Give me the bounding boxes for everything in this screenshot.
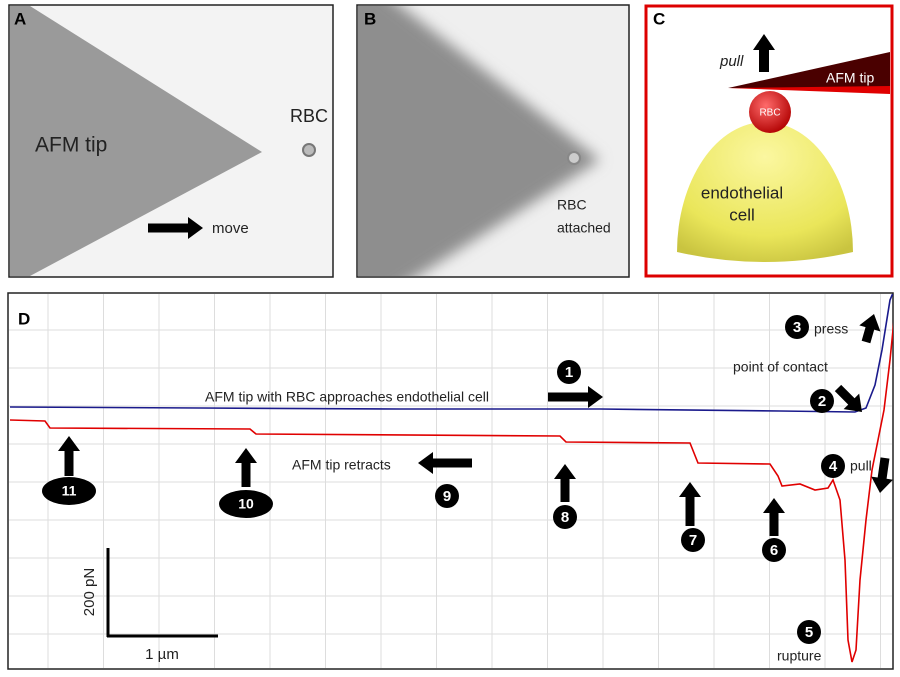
retracts-label: AFM tip retracts	[292, 457, 391, 473]
panel-d: D AFM tip with RBC approaches endothelia…	[8, 293, 898, 669]
press-label: press	[814, 321, 848, 337]
approach-label: AFM tip with RBC approaches endothelial …	[205, 389, 489, 405]
step-number: 6	[770, 542, 778, 559]
force-scale-label: 200 pN	[81, 568, 98, 616]
panel-label: A	[14, 9, 26, 28]
tip-label: AFM tip	[826, 70, 874, 86]
rbc-image	[568, 152, 580, 164]
pull-label: pull	[850, 458, 872, 474]
rbc-label: RBC	[557, 197, 587, 213]
rbc-label: RBC	[290, 106, 328, 126]
rupture-label: rupture	[777, 648, 822, 664]
step-number: 11	[62, 483, 77, 499]
step-number: 7	[689, 532, 697, 549]
step-number: 4	[829, 458, 838, 475]
move-label: move	[212, 220, 249, 237]
contact-label: point of contact	[733, 359, 828, 375]
pull-label: pull	[719, 53, 744, 70]
rbc-label: RBC	[759, 108, 780, 119]
distance-scale-label: 1 µm	[145, 646, 179, 663]
figure: A AFM tip RBC move B RBC attached C pull…	[0, 0, 900, 672]
panel-label: B	[364, 9, 376, 28]
panel-label: C	[653, 9, 665, 28]
rbc-label: attached	[557, 220, 611, 236]
step-number: 3	[793, 319, 801, 336]
step-number: 8	[561, 509, 569, 526]
step-number: 5	[805, 624, 813, 641]
step-number: 10	[238, 496, 254, 512]
step-number: 2	[818, 393, 826, 410]
panel-label: D	[18, 309, 30, 328]
panel-b: B RBC attached	[340, 0, 629, 300]
cell-label: cell	[729, 205, 755, 224]
panel-a: A AFM tip RBC move	[9, 5, 333, 277]
tip-label: AFM tip	[35, 134, 107, 157]
step-number: 1	[565, 364, 573, 381]
panel-c: C pull AFM tip RBC endothelial cell	[646, 6, 892, 276]
step-number: 9	[443, 488, 451, 505]
panel-frame	[8, 293, 893, 669]
rbc-image	[303, 144, 315, 156]
cell-label: endothelial	[701, 183, 783, 202]
